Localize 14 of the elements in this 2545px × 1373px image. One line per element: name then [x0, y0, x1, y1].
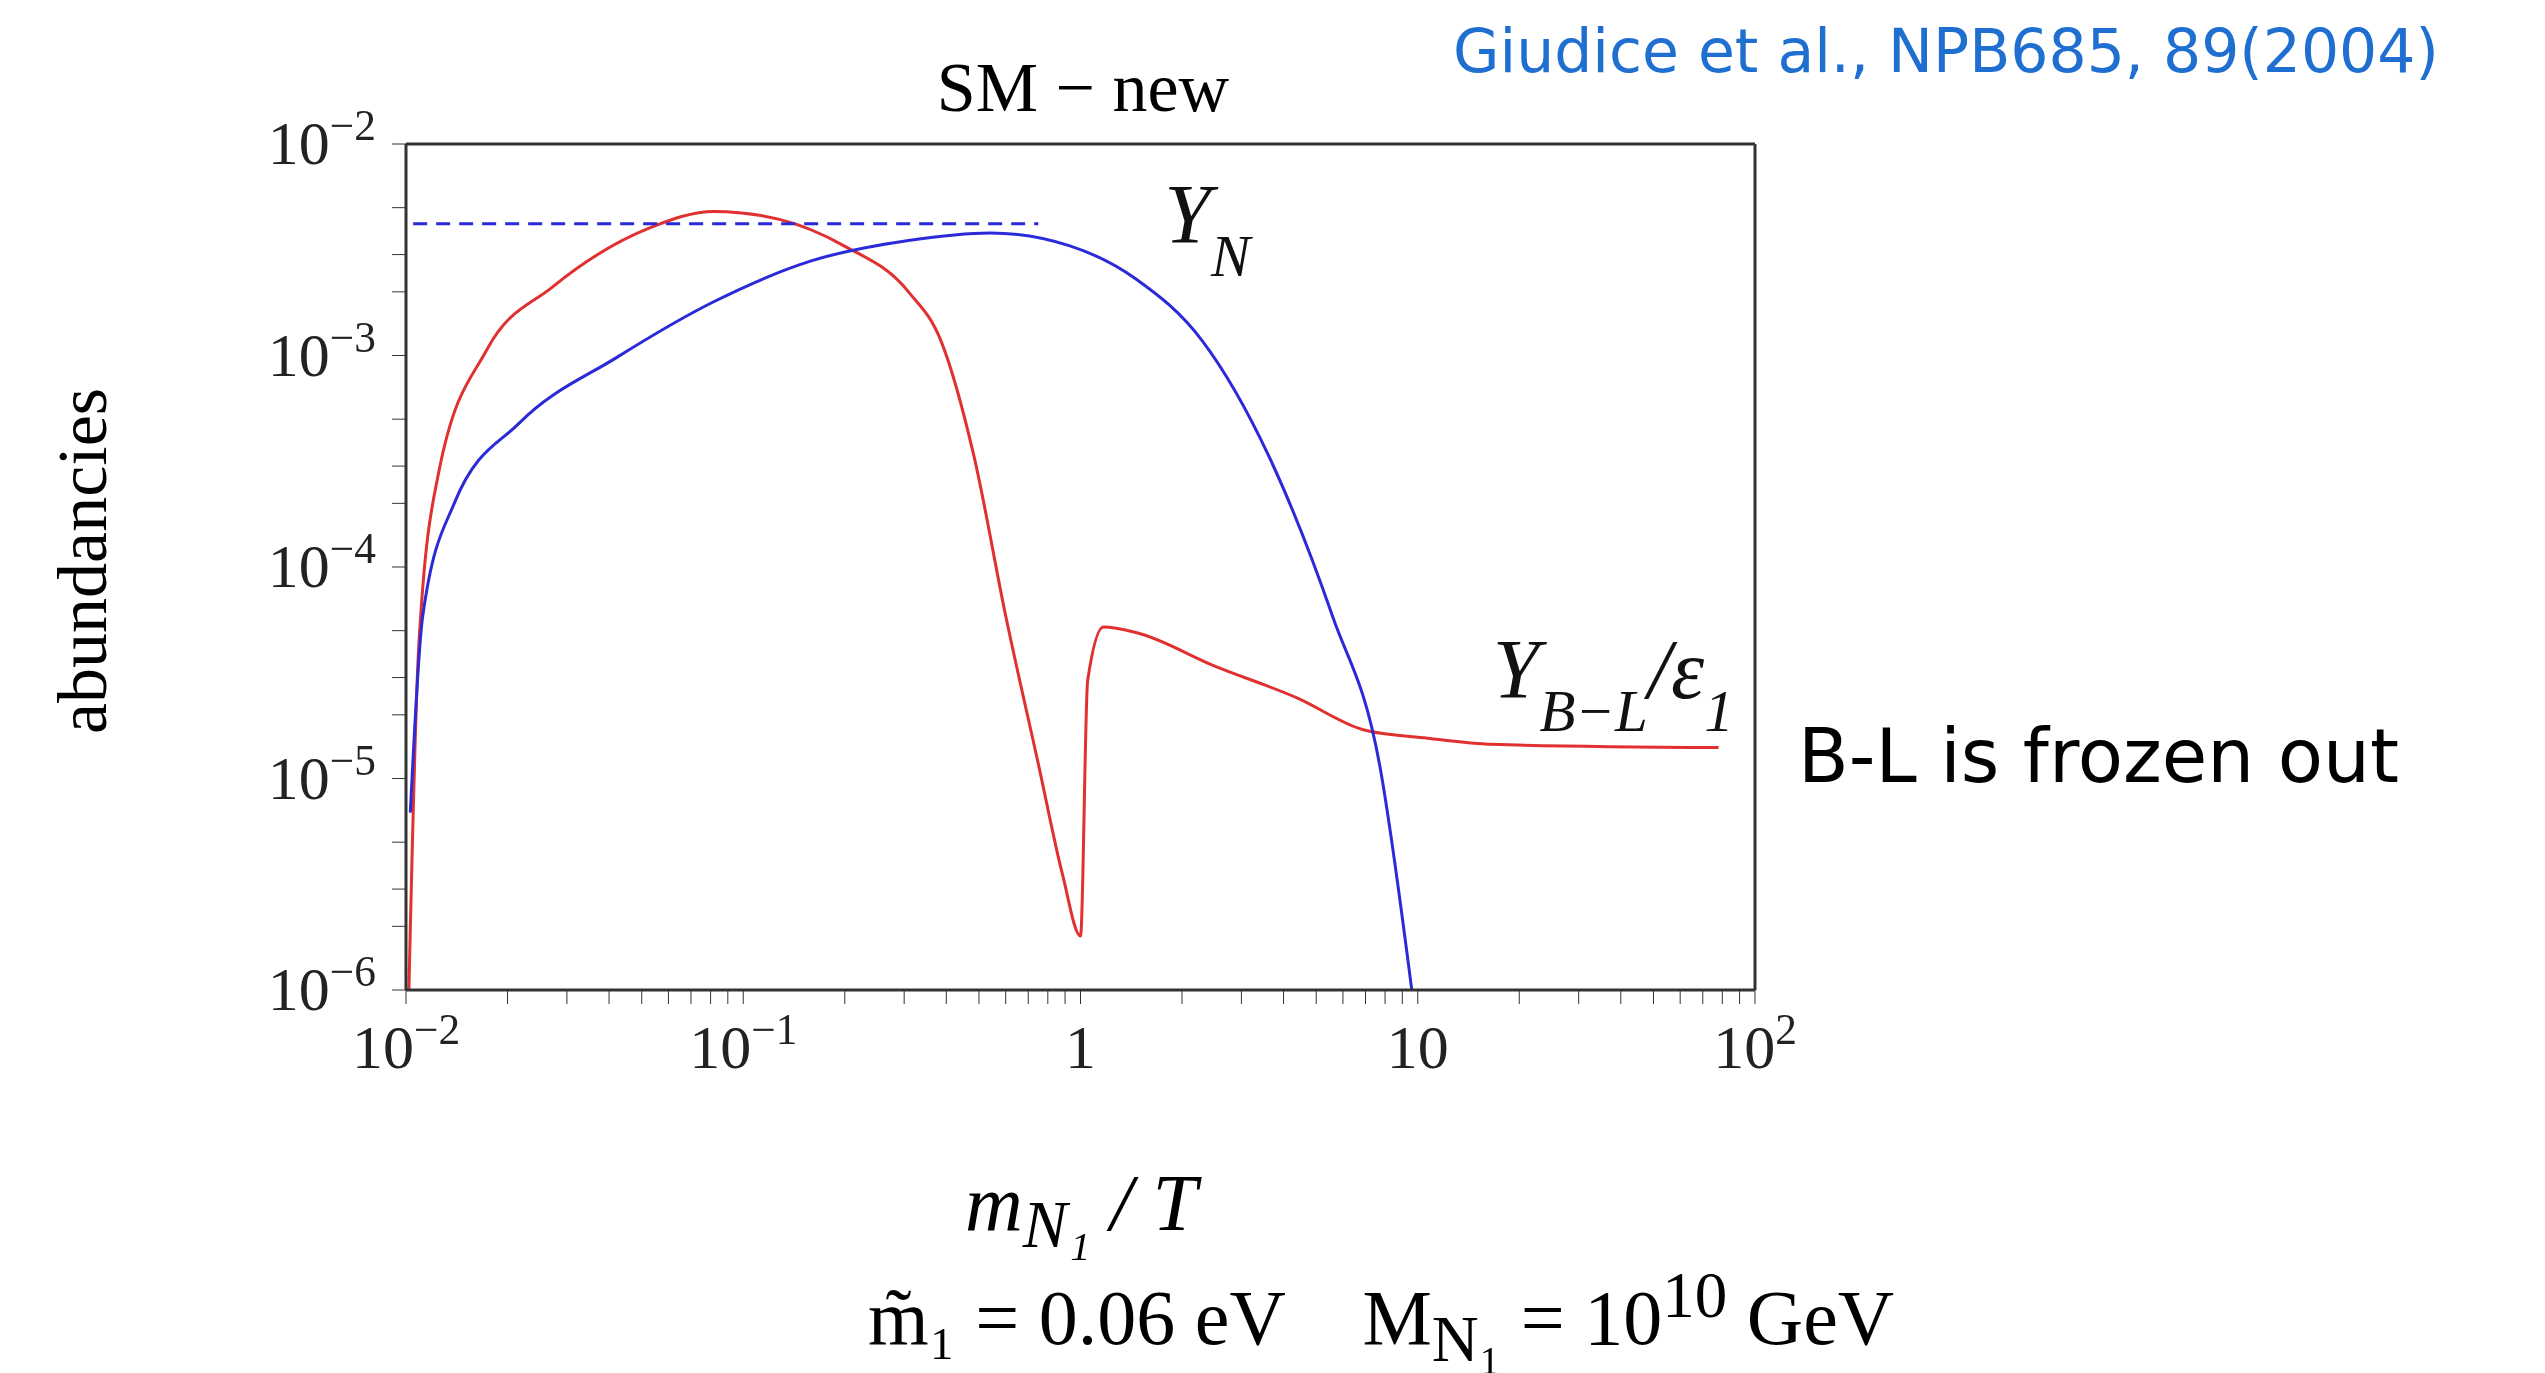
- series-label: Y$_{N}$: [1164, 167, 1254, 289]
- x-tick-label: 10: [1386, 1013, 1449, 1081]
- x-tick-label: 1: [1065, 1013, 1096, 1081]
- y-tick-label: 10$^{−4}$: [267, 524, 377, 600]
- y-axis-title: abundancies: [43, 387, 122, 736]
- y-tick-label: 10$^{−3}$: [267, 312, 376, 389]
- x-tick-label: 10$^{2}$: [1713, 1005, 1797, 1081]
- y-tick-label: 10$^{−2}$: [267, 101, 376, 177]
- text: Giudice et al., NPB685, 89(2004): [1453, 16, 2439, 86]
- series-label: Y$_{B−L}$/ε$_{1}$: [1492, 622, 1734, 744]
- y-tick-label: 10$^{−5}$: [267, 735, 376, 812]
- x-tick-label: 10$^{−1}$: [689, 1005, 798, 1081]
- chart-title: SM − new: [935, 48, 1231, 128]
- text: B-L is frozen out: [1798, 713, 2399, 799]
